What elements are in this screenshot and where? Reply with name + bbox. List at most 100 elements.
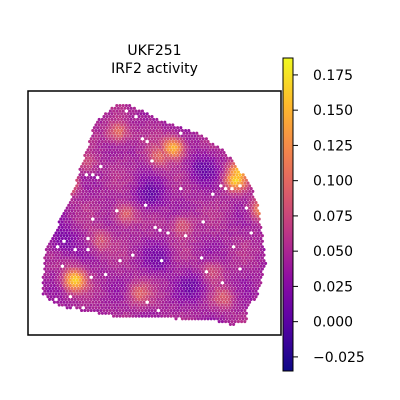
- tissue-spot: [76, 176, 80, 180]
- tissue-spot: [134, 214, 138, 218]
- tissue-spot: [57, 225, 61, 229]
- tissue-spot: [160, 242, 164, 246]
- tissue-spot: [161, 134, 165, 138]
- tissue-spot: [132, 134, 136, 138]
- tissue-spot: [147, 181, 151, 185]
- tissue-spot: [123, 272, 127, 277]
- tissue-spot: [150, 242, 154, 246]
- colorbar-tick-label: 0.175: [313, 68, 353, 84]
- tissue-spot: [160, 153, 164, 157]
- tissue-spot: [123, 167, 127, 171]
- tissue-spot: [200, 300, 204, 304]
- tissue-spot: [80, 308, 84, 313]
- tissue-spot: [70, 303, 74, 307]
- tissue-spot: [136, 151, 140, 155]
- tissue-spot: [132, 106, 136, 110]
- tissue-spot: [188, 142, 192, 146]
- tissue-spot: [137, 308, 141, 313]
- tissue-spot: [164, 300, 168, 304]
- tissue-spot: [140, 242, 144, 246]
- tissue-spot: [235, 306, 239, 310]
- tissue-spot: [78, 256, 82, 260]
- tissue-spot: [177, 272, 181, 277]
- tissue-spot: [120, 223, 124, 227]
- tissue-spot: [176, 220, 180, 224]
- tissue-spot: [211, 170, 215, 174]
- tissue-spot: [126, 300, 130, 304]
- tissue-spot: [211, 209, 215, 213]
- tissue-spot: [136, 195, 140, 199]
- tissue-spot: [116, 200, 120, 205]
- tissue-spot: [115, 264, 119, 268]
- tissue-spot: [67, 292, 71, 296]
- tissue-spot: [70, 203, 74, 207]
- tissue-spot: [214, 198, 218, 202]
- tissue-spot: [136, 228, 140, 232]
- tissue-spot: [236, 308, 240, 313]
- tissue-spot: [158, 234, 162, 238]
- tissue-spot: [102, 203, 106, 207]
- tissue-spot: [180, 140, 184, 144]
- tissue-spot: [184, 284, 188, 288]
- tissue-spot: [182, 214, 186, 218]
- tissue-spot: [147, 176, 151, 180]
- tissue-spot: [139, 261, 143, 265]
- tissue-spot: [152, 295, 156, 299]
- tissue-spot: [94, 289, 98, 293]
- tissue-spot: [107, 289, 111, 293]
- tissue-spot: [64, 220, 68, 224]
- tissue-spot: [252, 231, 256, 235]
- tissue-spot: [88, 239, 92, 243]
- tissue-spot: [59, 295, 63, 299]
- tissue-spot: [254, 223, 258, 227]
- tissue-spot: [168, 162, 172, 166]
- tissue-spot: [51, 248, 55, 252]
- tissue-spot: [190, 284, 194, 288]
- tissue-spot: [147, 314, 151, 318]
- tissue-spot: [94, 217, 98, 221]
- tissue-spot: [244, 212, 248, 216]
- tissue-spot: [118, 126, 122, 130]
- tissue-spot: [168, 239, 172, 243]
- tissue-spot: [96, 297, 100, 301]
- tissue-spot: [243, 314, 247, 318]
- tissue-spot: [219, 200, 223, 205]
- tissue-spot: [217, 242, 221, 246]
- tissue-spot: [134, 203, 138, 207]
- tissue-spot: [187, 317, 191, 321]
- tissue-spot: [156, 281, 160, 285]
- tissue-spot: [134, 131, 138, 135]
- tissue-spot: [169, 248, 173, 252]
- tissue-spot: [72, 195, 76, 199]
- tissue-spot: [241, 250, 245, 254]
- tissue-spot: [236, 192, 240, 196]
- tissue-spot: [96, 187, 100, 191]
- tissue-spot: [235, 189, 239, 193]
- tissue-spot: [104, 245, 108, 249]
- tissue-spot: [249, 236, 253, 241]
- tissue-spot: [238, 306, 242, 310]
- tissue-spot: [150, 214, 154, 218]
- tissue-spot: [73, 286, 77, 290]
- tissue-spot: [235, 295, 239, 299]
- tissue-spot: [105, 153, 109, 157]
- tissue-spot: [164, 289, 168, 293]
- tissue-spot: [164, 128, 168, 133]
- tissue-spot: [136, 134, 140, 138]
- tissue-spot: [220, 176, 224, 180]
- tissue-spot: [224, 242, 228, 246]
- tissue-spot: [105, 275, 109, 279]
- tissue-spot: [105, 303, 109, 307]
- tissue-spot: [220, 236, 224, 241]
- tissue-spot: [136, 140, 140, 144]
- tissue-spot: [142, 234, 146, 238]
- tissue-spot: [224, 236, 228, 241]
- tissue-spot: [68, 200, 72, 205]
- tissue-spot: [220, 187, 224, 191]
- tissue-spot: [94, 178, 98, 182]
- tissue-spot: [104, 217, 108, 221]
- tissue-spot: [134, 264, 138, 268]
- tissue-spot: [107, 112, 111, 116]
- tissue-spot: [195, 248, 199, 252]
- tissue-spot: [259, 281, 263, 285]
